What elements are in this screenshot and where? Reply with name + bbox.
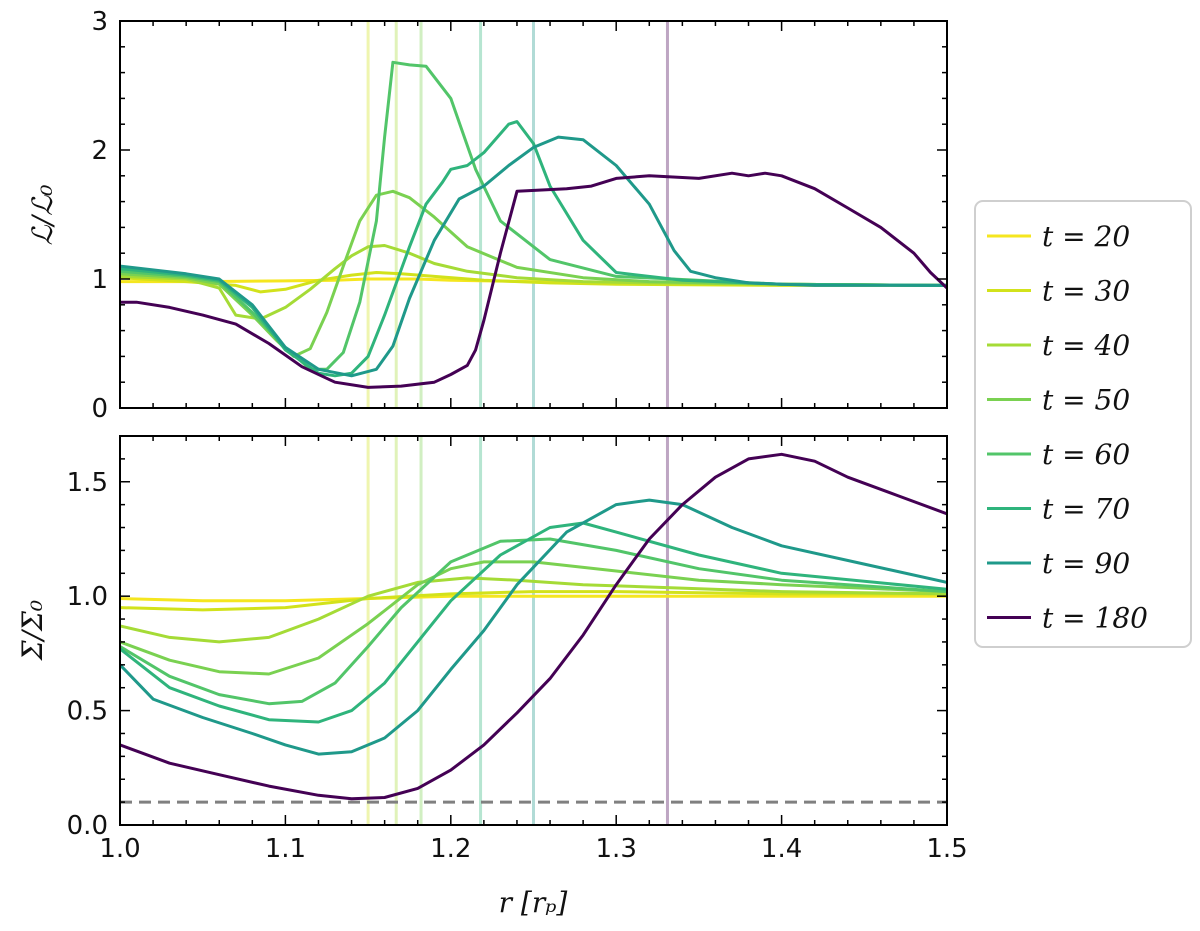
legend-frame [974,200,1192,648]
top-frame [119,20,948,409]
top-series-t30 [120,271,947,294]
top-series-t50 [120,189,947,358]
bottom-xtick-label: 1.1 [265,834,306,864]
bottom-ytick-label: 1.5 [67,468,108,498]
bottom-series-t70 [120,521,947,724]
legend-entry-label: t = 90 [1042,547,1130,580]
bottom-ylabel: Σ/Σ₀ [16,600,49,661]
bottom-xtick-label: 1.2 [430,834,471,864]
top-plot-area [120,21,947,408]
legend-entry-label: t = 50 [1042,384,1130,417]
top-series-t90 [120,135,947,378]
legend-entry-label: t = 60 [1042,438,1130,471]
bottom-xtick-label: 1.3 [596,834,637,864]
bottom-series-t30 [120,590,947,612]
bottom-xtick-label: 1.4 [761,834,802,864]
bottom-frame [119,435,948,826]
bottom-series-t90 [120,498,947,756]
bottom-xtick-label: 1.5 [926,834,967,864]
top-ylabel: ℒ/ℒ₀ [26,185,59,246]
top-ytick-label: 0 [91,394,108,424]
legend-entry-label: t = 70 [1042,493,1130,526]
top-series-t60 [120,60,947,371]
bottom-series-t180 [120,452,947,801]
legend-entry-label: t = 20 [1042,220,1130,253]
legend-entry-label: t = 30 [1042,275,1130,308]
legend-entry-label: t = 40 [1042,329,1130,362]
bottom-series-t20 [120,594,947,603]
bottom-xtick-label: 1.0 [99,834,140,864]
bottom-ytick-label: 0.5 [67,697,108,727]
top-ytick-label: 1 [91,265,108,295]
top-panel: 0 1 2 3 [91,7,948,424]
bottom-series-t40 [120,576,947,644]
x-axis-label: r [rₚ] [499,886,568,919]
top-series-t180 [120,171,947,389]
bottom-ytick-label: 1.0 [67,582,108,612]
top-ytick-label: 3 [91,7,108,37]
bottom-plot-area [120,436,947,825]
top-series-t70 [120,120,947,378]
bottom-panel: 0.0 0.5 1.0 1.5 1.0 1.1 1.2 1.3 1.4 1.5 [67,435,968,864]
legend: t = 20 t = 30 t = 40 t = 50 t = 60 t = 70 t = … [974,200,1192,648]
bottom-ytick-label: 0.0 [67,811,108,841]
bottom-series-t60 [120,537,947,706]
legend-entry-label: t = 180 [1042,602,1148,635]
top-ytick-label: 2 [91,136,108,166]
top-series-t40 [120,244,947,321]
